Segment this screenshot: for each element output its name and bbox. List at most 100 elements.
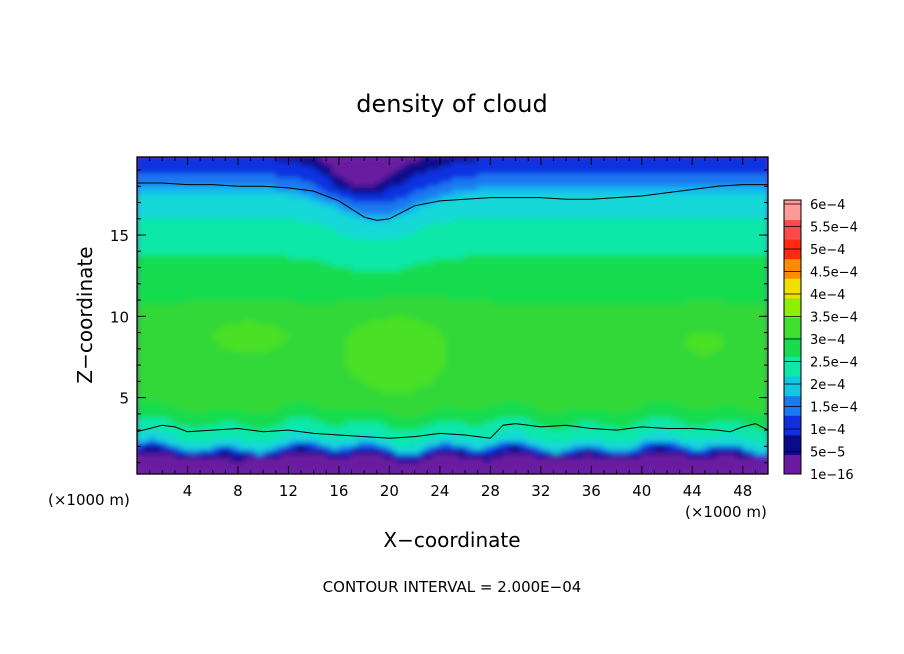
field-cell xyxy=(363,197,371,203)
field-cell xyxy=(287,323,296,329)
field-cell xyxy=(363,205,371,211)
field-cell xyxy=(489,396,498,402)
field-cell xyxy=(218,157,226,162)
field-cell xyxy=(433,282,441,288)
field-cell xyxy=(351,420,359,426)
field-cell xyxy=(186,274,195,280)
field-cell xyxy=(369,461,378,467)
field-cell xyxy=(376,428,384,434)
field-cell xyxy=(458,404,466,410)
field-cell xyxy=(306,294,315,300)
field-cell xyxy=(407,274,416,280)
field-cell xyxy=(262,367,271,373)
field-cell xyxy=(426,440,435,447)
field-cell xyxy=(174,408,182,414)
field-cell xyxy=(262,380,271,386)
field-cell xyxy=(376,229,384,235)
field-cell xyxy=(193,164,201,170)
field-cell xyxy=(388,310,397,316)
field-cell xyxy=(351,461,359,467)
field-cell xyxy=(262,180,271,186)
field-cell xyxy=(426,327,435,333)
field-cell xyxy=(420,282,428,288)
field-cell xyxy=(433,157,441,162)
field-cell xyxy=(180,351,188,357)
field-cell xyxy=(489,375,498,382)
field-cell xyxy=(351,388,359,394)
field-cell xyxy=(470,465,479,471)
field-cell xyxy=(319,469,327,474)
field-cell xyxy=(382,351,390,357)
field-cell xyxy=(142,465,151,471)
field-cell xyxy=(306,359,315,365)
field-cell xyxy=(515,457,523,463)
field-cell xyxy=(496,217,504,223)
field-cell xyxy=(155,258,163,264)
field-cell xyxy=(269,278,277,284)
field-cell xyxy=(161,453,170,459)
field-cell xyxy=(142,445,151,451)
field-cell xyxy=(306,465,315,471)
field-cell xyxy=(534,331,542,337)
field-cell xyxy=(287,319,296,325)
field-cell xyxy=(407,347,416,353)
field-cell xyxy=(294,440,302,447)
field-cell xyxy=(344,351,353,357)
field-cell xyxy=(357,172,365,178)
field-cell xyxy=(243,241,252,247)
field-cell xyxy=(224,384,233,390)
field-cell xyxy=(212,282,220,288)
field-cell xyxy=(149,371,157,377)
field-cell xyxy=(489,217,498,223)
field-cell xyxy=(369,384,378,390)
field-cell xyxy=(369,392,378,398)
field-cell xyxy=(439,201,447,207)
field-cell xyxy=(351,229,359,235)
field-cell xyxy=(351,416,359,422)
field-cell xyxy=(395,197,403,203)
field-cell xyxy=(445,331,453,337)
field-cell xyxy=(458,157,466,162)
field-cell xyxy=(458,172,466,178)
field-cell xyxy=(439,396,447,402)
field-cell xyxy=(174,404,182,410)
field-cell xyxy=(363,424,371,430)
field-cell xyxy=(237,404,245,410)
field-cell xyxy=(477,420,485,426)
field-cell xyxy=(174,375,182,382)
field-cell xyxy=(458,306,466,312)
field-cell xyxy=(527,290,536,296)
field-cell xyxy=(237,347,245,353)
field-cell xyxy=(306,241,315,247)
field-cell xyxy=(275,469,283,474)
field-cell xyxy=(477,168,485,174)
field-cell xyxy=(357,160,365,166)
field-cell xyxy=(155,164,163,170)
field-cell xyxy=(250,282,258,288)
field-cell xyxy=(382,428,390,434)
field-cell xyxy=(388,266,397,272)
field-cell xyxy=(414,375,422,382)
field-cell xyxy=(496,254,504,260)
field-cell xyxy=(489,225,498,231)
field-cell xyxy=(186,184,195,191)
field-cell xyxy=(363,270,371,276)
field-cell xyxy=(262,375,271,382)
field-cell xyxy=(426,436,435,442)
field-cell xyxy=(193,465,201,471)
field-cell xyxy=(231,229,239,235)
field-cell xyxy=(300,453,308,459)
field-cell xyxy=(193,453,201,459)
field-cell xyxy=(161,189,170,195)
field-cell xyxy=(168,380,176,386)
field-cell xyxy=(470,327,479,333)
field-cell xyxy=(521,176,529,182)
field-cell xyxy=(521,266,529,272)
field-cell xyxy=(186,278,195,284)
field-cell xyxy=(256,197,264,203)
field-cell xyxy=(363,355,371,361)
field-cell xyxy=(376,160,384,166)
field-cell xyxy=(470,229,479,235)
field-cell xyxy=(313,160,321,166)
field-cell xyxy=(395,294,403,300)
